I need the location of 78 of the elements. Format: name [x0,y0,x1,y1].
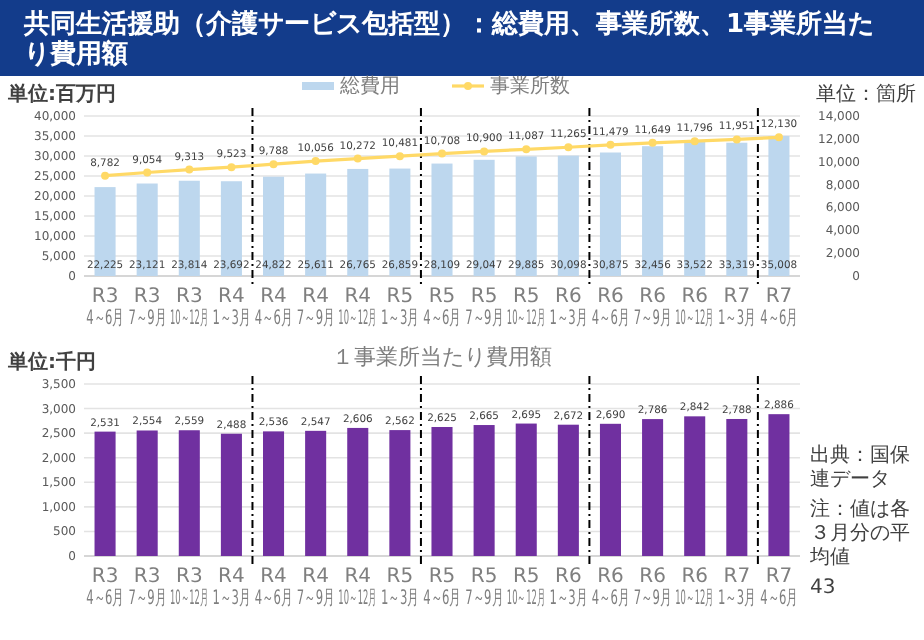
x-tick-label: R4 4～6月 [254,286,293,329]
x-tick-label: R5 10～12月 [506,566,546,610]
bar [220,433,242,556]
x-tick-label: R5 4～6月 [423,286,461,329]
x-tick-label: R5 10～12月 [506,286,546,330]
point [732,135,741,144]
x-tick-label: R5 7～9月 [465,286,503,329]
point [522,145,531,154]
point [143,168,152,177]
point [564,143,573,152]
x-tick-label: R3 7～9月 [128,286,166,329]
bar [557,424,579,556]
x-tick-label: R6 4～6月 [591,286,630,329]
text: 注：値は各３月分の平均値 [808,497,910,570]
x-tick-label: R3 10～12月 [169,566,209,610]
bar [431,427,453,556]
bar [347,427,369,556]
x-tick-label: R7 4～6月 [760,566,798,609]
x-tick-label: R5 1～3月 [381,286,419,329]
y-axis-title: 単位:千円 [6,350,96,374]
x-tick-label: R4 10～12月 [338,566,378,610]
chart-title: １事業所当たり費用額 [332,344,552,370]
point [227,163,236,172]
x-tick-label: R3 4～6月 [86,286,124,329]
x-tick-label: R4 1～3月 [212,566,251,609]
x-tick-label: R3 4～6月 [86,566,124,609]
x-tick-label: R6 7～9月 [633,566,672,609]
point [774,133,783,142]
bar [726,418,748,556]
bar [768,414,790,556]
x-tick-label: R5 4～6月 [423,566,461,609]
bar [684,416,706,556]
x-tick-label: R3 10～12月 [169,286,209,330]
bar [599,423,621,556]
text: 43 [810,577,836,600]
legend-label: 事業所数 [490,74,570,98]
y2-axis-title: 単位：箇所 [816,82,916,106]
point [185,165,194,174]
x-tick-label: R6 10～12月 [675,286,715,330]
point [353,154,362,163]
bar [642,419,664,556]
legend-label: 総費用 [338,74,400,98]
bar [305,430,327,556]
bar [389,430,411,556]
point [269,160,278,169]
x-tick-label: R4 7～9月 [296,286,335,329]
x-tick-label: R6 1～3月 [549,566,588,609]
point [438,149,446,158]
bar [263,431,285,556]
bar [473,425,495,556]
x-tick-label: R3 7～9月 [128,566,166,609]
source-note: 出典：国保連データ [810,443,910,492]
x-tick-label: R4 4～6月 [254,566,293,609]
x-tick-label: R4 7～9月 [296,566,335,609]
bar [94,431,116,556]
x-tick-label: R6 7～9月 [633,286,672,329]
x-tick-label: R5 1～3月 [381,566,419,609]
bar [136,430,158,556]
bar [178,430,200,556]
point [311,157,320,166]
x-tick-label: R4 1～3月 [212,286,251,329]
x-tick-label: R4 10～12月 [338,286,378,330]
point [480,147,489,156]
point [101,171,110,180]
chart-title: 共同生活援助（介護サービス包括型）：総費用、事業所数、1事業所当たり費用額 [22,8,875,70]
point [690,137,699,146]
x-tick-label: R7 1～3月 [718,566,756,609]
x-tick-label: R7 4～6月 [760,286,798,329]
x-tick-label: R5 7～9月 [465,566,503,609]
point [606,140,615,149]
bar [515,423,537,556]
x-tick-label: R6 10～12月 [675,566,715,610]
point [648,138,657,147]
y-axis-title: 単位:百万円 [6,82,116,106]
x-tick-label: R6 4～6月 [591,566,630,609]
x-tick-label: R7 1～3月 [718,286,756,329]
x-tick-label: R6 1～3月 [549,286,588,329]
point [395,152,404,161]
